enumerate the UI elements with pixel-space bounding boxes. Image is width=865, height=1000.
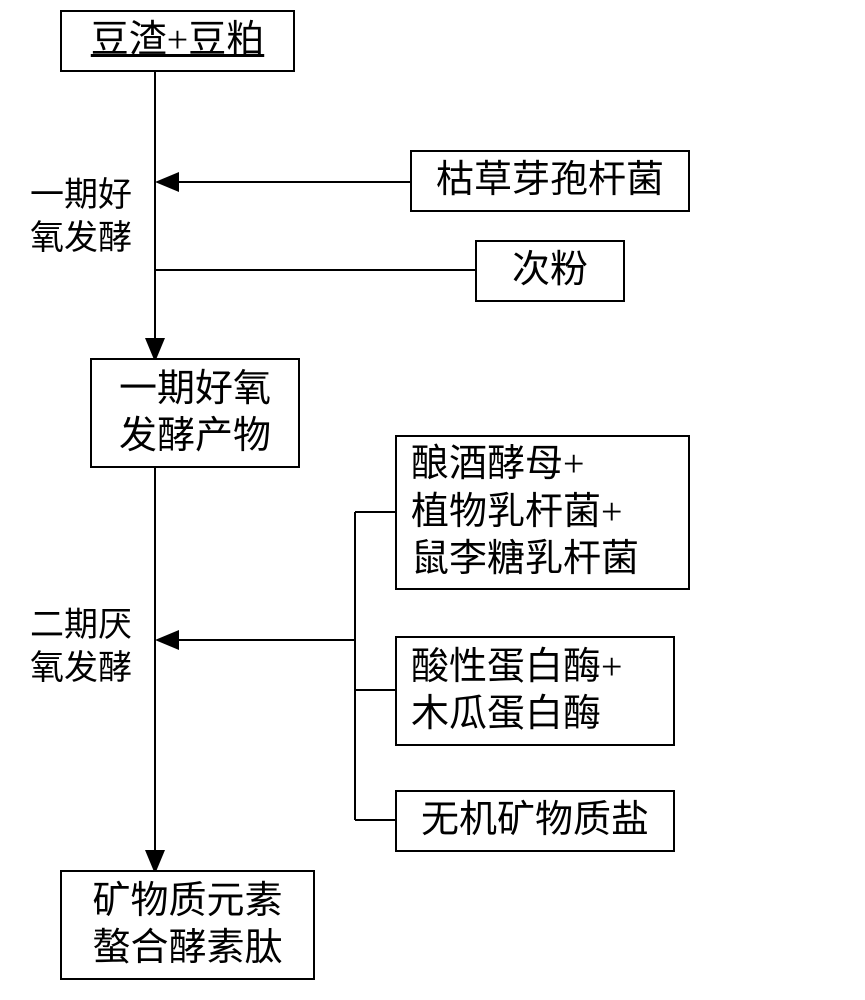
node-stage1product-text: 一期好氧 发酵产物 <box>119 366 271 461</box>
node-input2a-text: 酿酒酵母+ 植物乳杆菌+ 鼠李糖乳杆菌 <box>411 441 639 584</box>
label-stage2: 二期厌 氧发酵 <box>30 605 132 690</box>
node-stage1product: 一期好氧 发酵产物 <box>90 358 300 468</box>
node-output: 矿物质元素 螯合酵素肽 <box>60 870 315 980</box>
node-input2c-text: 无机矿物质盐 <box>421 797 649 845</box>
node-output-text: 矿物质元素 螯合酵素肽 <box>92 878 282 973</box>
node-input1b: 次粉 <box>475 240 625 302</box>
node-input2b-text: 酸性蛋白酶+ 木瓜蛋白酶 <box>411 644 622 739</box>
node-input2a: 酿酒酵母+ 植物乳杆菌+ 鼠李糖乳杆菌 <box>395 435 690 590</box>
node-input2b: 酸性蛋白酶+ 木瓜蛋白酶 <box>395 636 675 746</box>
node-input2c: 无机矿物质盐 <box>395 790 675 852</box>
node-start-text: 豆渣+豆粕 <box>91 17 264 65</box>
node-input1a: 枯草芽孢杆菌 <box>410 150 690 212</box>
node-input1a-text: 枯草芽孢杆菌 <box>436 157 664 205</box>
node-input1b-text: 次粉 <box>512 247 588 295</box>
label-stage1: 一期好 氧发酵 <box>30 175 132 260</box>
node-start: 豆渣+豆粕 <box>60 10 295 72</box>
